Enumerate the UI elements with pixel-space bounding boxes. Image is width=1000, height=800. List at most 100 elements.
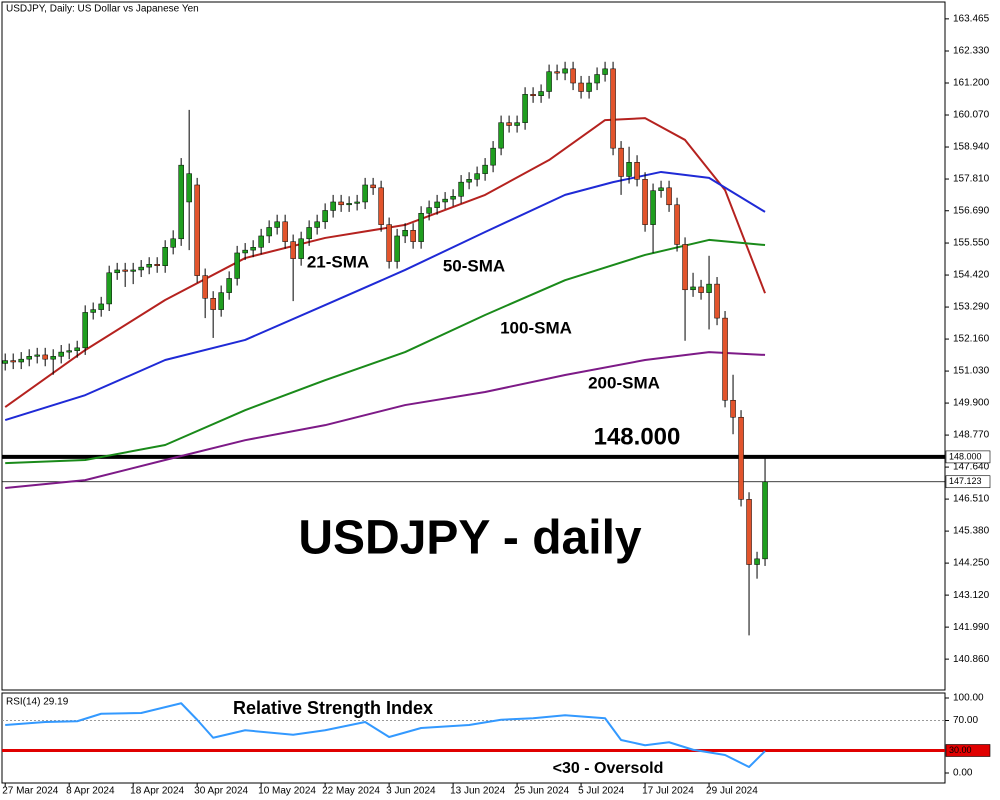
candle-body — [626, 162, 632, 177]
candle-body — [690, 286, 696, 291]
candle-body — [754, 558, 760, 565]
candle-body — [26, 356, 32, 360]
candle-body — [58, 351, 64, 357]
candle-body — [386, 224, 392, 262]
candle-body — [714, 283, 720, 319]
candle-body — [698, 286, 704, 293]
candle-body — [426, 207, 432, 214]
level-label-box — [945, 475, 991, 489]
sma-line — [4, 117, 766, 408]
candle-body — [226, 278, 232, 293]
candle-body — [682, 244, 688, 291]
candle-body — [178, 164, 184, 240]
x-tick-label: 8 Apr 2024 — [66, 786, 115, 797]
candle-body — [410, 230, 416, 242]
x-tick-label: 5 Jul 2024 — [578, 786, 625, 797]
sma-line — [5, 351, 766, 490]
y-tick-label: 156.690 — [953, 205, 990, 216]
candle-body — [570, 68, 576, 84]
candle-body — [194, 184, 200, 276]
y-tick-label: 146.510 — [953, 494, 990, 505]
y-tick-label: 141.990 — [953, 622, 990, 633]
y-tick-label: 163.465 — [953, 13, 990, 24]
candle-body — [378, 187, 384, 225]
x-tick-label: 10 May 2024 — [258, 786, 316, 797]
candle-body — [474, 173, 480, 180]
candle-body — [82, 312, 88, 349]
candle-body — [434, 201, 440, 208]
candle-body — [466, 179, 472, 183]
level-label-box — [945, 744, 991, 757]
candle-body — [450, 196, 456, 200]
candle-body — [538, 91, 544, 97]
candle-body — [514, 122, 520, 126]
candle-body — [74, 347, 80, 351]
x-tick-label: 13 Jun 2024 — [450, 786, 505, 797]
candle-body — [202, 275, 208, 299]
candle-body — [338, 201, 344, 206]
candle-body — [482, 164, 488, 174]
candle-body — [370, 184, 376, 189]
y-tick-label: 153.290 — [953, 302, 990, 313]
candle-body — [402, 230, 408, 237]
candle-body — [602, 68, 608, 75]
y-tick-label: 155.550 — [953, 238, 990, 249]
y-tick-label: 158.940 — [953, 142, 990, 153]
candle-body — [658, 187, 664, 191]
y-tick-label: 161.200 — [953, 78, 990, 89]
candle-body — [218, 292, 224, 310]
candle-body — [610, 68, 616, 149]
candle-body — [322, 210, 328, 223]
x-tick-label: 17 Jul 2024 — [642, 786, 694, 797]
candle-body — [634, 162, 640, 180]
y-tick-label: 151.030 — [953, 366, 990, 377]
main-panel — [1, 1, 946, 691]
candle-body — [2, 360, 8, 364]
candle-body — [346, 203, 352, 206]
candle-body — [66, 350, 72, 353]
x-tick-label: 22 May 2024 — [322, 786, 380, 797]
candle-body — [546, 71, 552, 92]
level-label: 30.00 — [949, 745, 972, 755]
y-tick-label: 0.00 — [953, 768, 973, 779]
candle-body — [530, 94, 536, 97]
candle-body — [42, 354, 48, 360]
level-label-box — [945, 450, 991, 464]
y-tick-label: 152.160 — [953, 334, 990, 345]
candle-body — [618, 147, 624, 177]
sma-label: 21-SMA — [307, 252, 369, 271]
level-label: 147.123 — [949, 476, 982, 486]
candle-body — [130, 269, 136, 272]
sma-line — [4, 170, 766, 422]
candle-body — [642, 179, 648, 225]
candle-body — [258, 235, 264, 248]
y-tick-label: 154.420 — [953, 270, 990, 281]
chart-title: USDJPY, Daily: US Dollar vs Japanese Yen — [6, 4, 199, 15]
candle-body — [498, 122, 504, 149]
candle-body — [162, 247, 168, 266]
candle-body — [362, 184, 368, 203]
candle-body — [330, 201, 336, 211]
candle-body — [114, 269, 120, 274]
candle-body — [170, 238, 176, 248]
series-label: Relative Strength Index — [233, 698, 433, 718]
y-tick-label: 160.070 — [953, 110, 990, 121]
candle-body — [442, 198, 448, 203]
candle-body — [650, 190, 656, 225]
candle-body — [722, 317, 728, 401]
candle-body — [274, 221, 280, 228]
candle-body — [706, 283, 712, 293]
candle-body — [298, 238, 304, 259]
y-tick-label: 140.860 — [953, 654, 990, 665]
candle-body — [50, 356, 56, 360]
candle-body — [586, 82, 592, 92]
x-tick-label: 25 Jun 2024 — [514, 786, 569, 797]
candle-body — [554, 71, 560, 74]
candle-body — [106, 272, 112, 305]
candle-body — [506, 122, 512, 126]
candle-body — [266, 227, 272, 237]
candle-body — [98, 303, 104, 310]
candle-body — [154, 264, 160, 266]
sma-line — [5, 238, 766, 465]
candle-body — [674, 204, 680, 245]
